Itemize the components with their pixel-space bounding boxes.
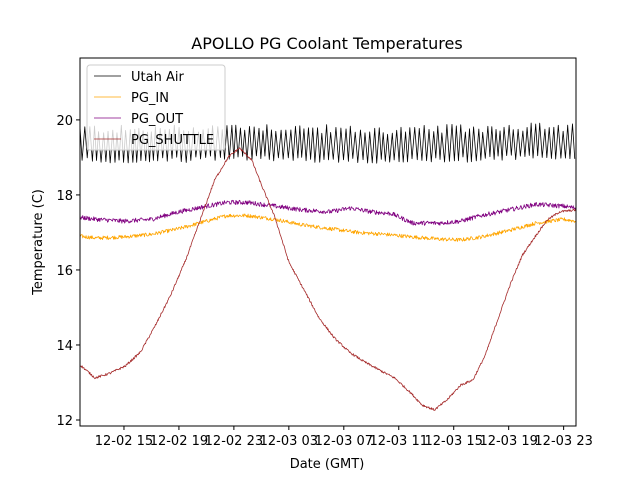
y-axis-label: Temperature (C): [31, 189, 46, 296]
series-line-pg-out: [80, 199, 576, 226]
x-tick-label: 12-03 23: [534, 434, 592, 449]
y-tick-label: 16: [56, 264, 73, 279]
y-axis: 12 14 16 18 20: [56, 114, 80, 429]
legend-label: Utah Air: [131, 70, 184, 85]
x-tick-label: 12-03 19: [479, 434, 537, 449]
x-tick-label: 12-03 07: [315, 434, 373, 449]
y-tick-label: 20: [56, 114, 73, 129]
y-tick-label: 18: [56, 189, 73, 204]
x-tick-label: 12-03 15: [424, 434, 482, 449]
x-tick-label: 12-03 03: [260, 434, 318, 449]
plot-frame: [79, 57, 577, 427]
y-tick-label: 12: [56, 414, 73, 429]
series-line-pg-in: [80, 213, 576, 242]
chart-title: APOLLO PG Coolant Temperatures: [191, 34, 462, 53]
x-tick-label: 12-02 23: [205, 434, 263, 449]
legend-label: PG_IN: [131, 91, 169, 106]
legend-box: [86, 64, 226, 151]
series-line-pg-shuttle: [80, 147, 576, 411]
x-tick-label: 12-03 11: [370, 434, 428, 449]
legend-label: PG_OUT: [131, 112, 183, 127]
x-axis-label: Date (GMT): [290, 457, 365, 472]
legend-label: PG_SHUTTLE: [131, 133, 214, 148]
y-tick-label: 14: [56, 339, 73, 354]
x-tick-label: 12-02 19: [150, 434, 208, 449]
x-tick-label: 12-02 15: [95, 434, 153, 449]
legend: Utah Air PG_IN PG_OUT PG_SHUTTLE: [86, 64, 226, 151]
